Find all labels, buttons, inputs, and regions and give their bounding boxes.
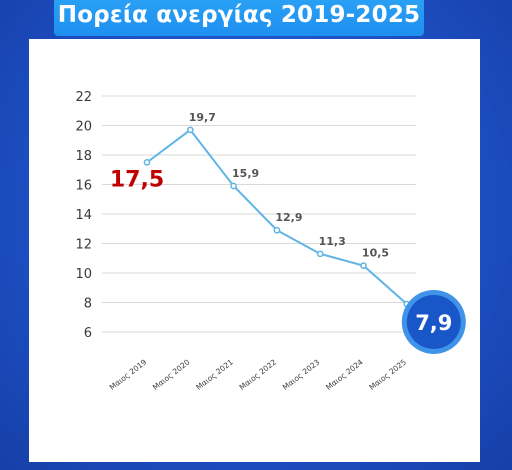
data-point: [143, 159, 151, 166]
data-point: [316, 250, 324, 258]
x-tick-label: Μαιος 2022: [238, 357, 279, 392]
y-tick-label: 20: [75, 120, 92, 135]
y-tick-label: 10: [75, 267, 92, 282]
y-tick-label: 6: [84, 326, 92, 341]
y-tick-label: 8: [84, 297, 92, 312]
chart-title: Πορεία ανεργίας 2019-2025: [57, 2, 421, 28]
data-point: [230, 182, 237, 190]
y-tick-label: 16: [75, 179, 92, 194]
data-label-end: 7,9: [415, 311, 452, 335]
x-tick-label: Μαιος 2019: [108, 357, 149, 392]
chart-card: [29, 39, 480, 462]
data-label: 11,3: [319, 235, 346, 248]
x-tick-label: Μαιος 2021: [194, 357, 235, 392]
data-label: 19,7: [189, 111, 216, 124]
data-label: 12,9: [275, 211, 302, 224]
data-label: 15,9: [232, 167, 259, 180]
y-tick-label: 22: [75, 90, 92, 105]
x-tick-label: Μαιος 2023: [281, 357, 322, 392]
highlight-badge: [406, 294, 461, 349]
data-point: [360, 262, 367, 269]
x-tick-label: Μαιος 2024: [324, 357, 365, 392]
x-tick-label: Μαιος 2020: [151, 357, 192, 392]
data-point: [186, 126, 194, 134]
data-point: [273, 226, 281, 234]
y-tick-label: 18: [75, 149, 92, 164]
data-label-start: 17,5: [110, 167, 164, 192]
title-banner: Πορεία ανεργίας 2019-2025: [54, 0, 424, 36]
x-tick-label: Μαιος 2025: [367, 357, 408, 392]
data-label: 10,5: [362, 247, 389, 260]
y-tick-label: 12: [75, 238, 92, 253]
y-tick-label: 14: [75, 208, 92, 223]
